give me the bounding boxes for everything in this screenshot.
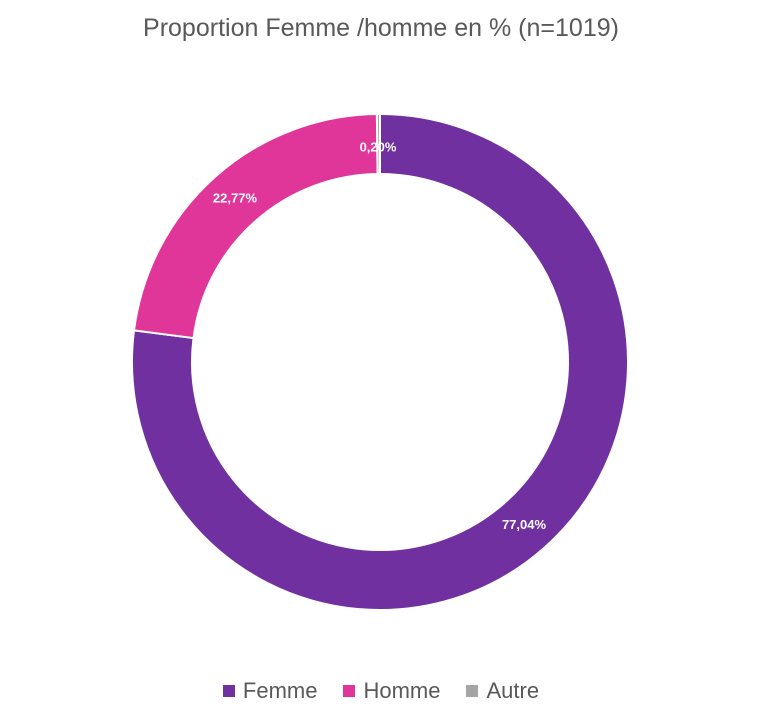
legend-swatch-femme: [222, 685, 235, 697]
chart-title: Proportion Femme /homme en % (n=1019): [143, 14, 619, 42]
legend-label-autre: Autre: [486, 678, 540, 703]
chart-legend: Femme Homme Autre: [0, 678, 762, 704]
legend-label-femme: Femme: [242, 678, 318, 703]
legend-swatch-autre: [466, 685, 479, 697]
data-label-homme: 22,77%: [213, 191, 258, 206]
slice-autre: [375, 112, 381, 176]
legend-item-autre: Autre: [466, 678, 539, 704]
data-label-autre: 0,20%: [360, 139, 397, 154]
legend-swatch-homme: [343, 685, 356, 697]
slice-homme: [132, 113, 379, 340]
donut-chart: 77,04% 22,77% 0,20%: [131, 112, 629, 611]
legend-label-homme: Homme: [363, 678, 441, 703]
slice-femme: [131, 112, 629, 611]
legend-item-femme: Femme: [222, 678, 318, 704]
legend-item-homme: Homme: [343, 678, 440, 704]
data-label-femme: 77,04%: [502, 517, 547, 532]
